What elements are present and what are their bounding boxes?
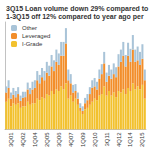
svg-text:Leveraged: Leveraged [22, 33, 50, 39]
svg-text:1-3Q15 off 12% compared to yea: 1-3Q15 off 12% compared to year ago per [6, 13, 144, 21]
svg-text:4Q02: 4Q02 [20, 132, 26, 147]
svg-text:4Q07: 4Q07 [68, 132, 74, 147]
svg-text:3Q11: 3Q11 [104, 132, 110, 147]
svg-text:Other: Other [22, 25, 37, 31]
svg-text:I-Grade: I-Grade [22, 41, 43, 47]
svg-text:2Q15: 2Q15 [139, 132, 145, 147]
svg-text:3Q06: 3Q06 [56, 132, 62, 147]
svg-text:3Q01: 3Q01 [8, 132, 14, 147]
svg-text:1Q04: 1Q04 [32, 132, 38, 147]
svg-text:3Q15 Loan volume down 29% comp: 3Q15 Loan volume down 29% compared to [6, 5, 148, 13]
svg-text:1Q09: 1Q09 [80, 132, 86, 147]
svg-text:4Q12: 4Q12 [116, 132, 122, 147]
svg-text:1Q14: 1Q14 [127, 132, 133, 147]
svg-text:2Q05: 2Q05 [44, 132, 50, 147]
svg-text:2Q10: 2Q10 [92, 132, 98, 147]
